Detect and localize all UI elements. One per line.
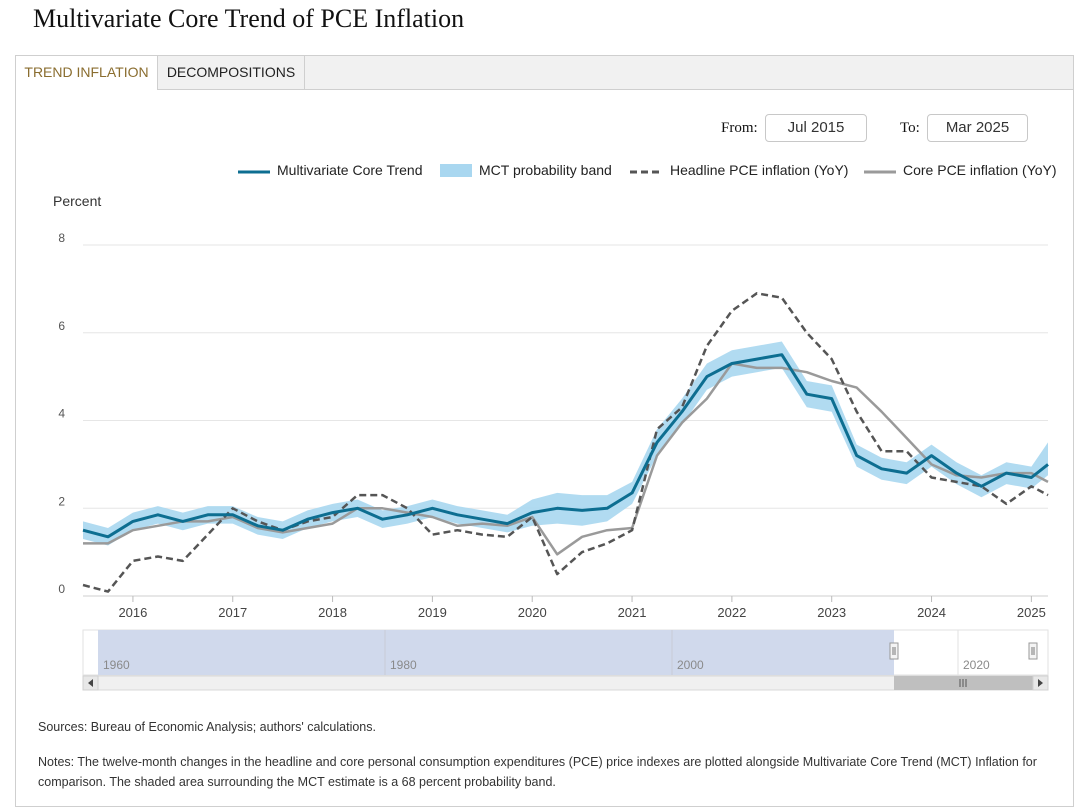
sources-note: Sources: Bureau of Economic Analysis; au… xyxy=(38,720,376,734)
navigator-label-2020: 2020 xyxy=(963,658,990,672)
legend-item-band[interactable]: MCT probability band xyxy=(440,162,612,178)
handle-left-body xyxy=(889,642,899,660)
from-date-input[interactable]: Jul 2015 xyxy=(765,114,867,142)
chevron-left-icon xyxy=(88,679,93,687)
notes-text: Notes: The twelve-month changes in the h… xyxy=(38,755,1037,789)
navigator[interactable]: 1960 1980 2000 2020 xyxy=(82,629,1049,676)
legend-item-headline[interactable]: Headline PCE inflation (YoY) xyxy=(630,162,848,178)
legend-label-headline: Headline PCE inflation (YoY) xyxy=(670,162,848,178)
navigator-handle-left[interactable] xyxy=(889,642,899,660)
to-label: To: xyxy=(900,120,920,136)
to-date-input[interactable]: Mar 2025 xyxy=(927,114,1028,142)
navigator-window[interactable] xyxy=(98,630,894,675)
tab-trend-inflation[interactable]: TREND INFLATION xyxy=(16,56,158,90)
page-title: Multivariate Core Trend of PCE Inflation xyxy=(33,4,465,33)
legend-label-band: MCT probability band xyxy=(479,162,612,178)
legend-item-core[interactable]: Core PCE inflation (YoY) xyxy=(864,162,1057,178)
chevron-right-icon xyxy=(1038,679,1043,687)
scrollbar[interactable] xyxy=(82,675,1049,691)
legend-label-core: Core PCE inflation (YoY) xyxy=(903,162,1057,178)
legend-item-mct[interactable]: Multivariate Core Trend xyxy=(238,162,423,178)
scroll-left-button[interactable] xyxy=(82,675,99,691)
scroll-right-button[interactable] xyxy=(1032,675,1049,691)
tab-bar: TREND INFLATION DECOMPOSITIONS xyxy=(16,56,1073,90)
from-label: From: xyxy=(721,120,758,136)
navigator-handle-right[interactable] xyxy=(1028,642,1038,660)
tab-decompositions[interactable]: DECOMPOSITIONS xyxy=(158,56,305,89)
navigator-label-1980: 1980 xyxy=(390,658,417,672)
legend-label-mct: Multivariate Core Trend xyxy=(277,162,423,178)
navigator-label-1960: 1960 xyxy=(103,658,130,672)
handle-right-body xyxy=(1028,642,1038,660)
legend-swatch-band xyxy=(440,164,472,177)
scrollbar-thumb[interactable] xyxy=(894,676,1033,690)
legend: Multivariate Core Trend MCT probability … xyxy=(238,162,1057,178)
navigator-label-2000: 2000 xyxy=(677,658,704,672)
